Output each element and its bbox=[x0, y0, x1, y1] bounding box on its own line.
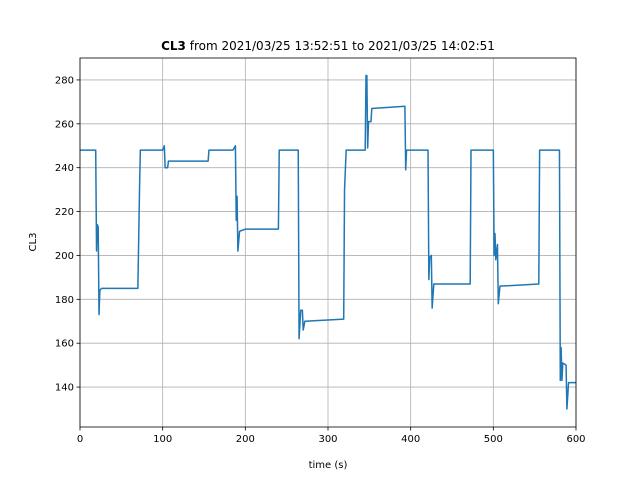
y-tick-label: 200 bbox=[55, 251, 74, 262]
x-tick-label: 200 bbox=[236, 434, 255, 445]
x-tick-label: 500 bbox=[484, 434, 503, 445]
y-tick-label: 240 bbox=[55, 163, 74, 174]
x-axis-label: time (s) bbox=[309, 460, 348, 471]
x-tick-label: 100 bbox=[153, 434, 172, 445]
x-tick-label: 600 bbox=[566, 434, 585, 445]
y-axis-label: CL3 bbox=[28, 233, 39, 252]
y-tick-label: 140 bbox=[55, 383, 74, 394]
chart-title: CL3 from 2021/03/25 13:52:51 to 2021/03/… bbox=[161, 39, 495, 53]
plot-frame bbox=[79, 57, 577, 428]
y-tick-label: 280 bbox=[55, 75, 74, 86]
x-tick-label: 0 bbox=[77, 434, 83, 445]
x-tick-label: 300 bbox=[318, 434, 337, 445]
x-tick-label: 400 bbox=[401, 434, 420, 445]
title-range: from 2021/03/25 13:52:51 to 2021/03/25 1… bbox=[190, 39, 495, 53]
data-line bbox=[80, 74, 576, 410]
y-tick-label: 160 bbox=[55, 339, 74, 350]
title-name: CL3 bbox=[161, 39, 186, 53]
y-tick-label: 220 bbox=[55, 207, 74, 218]
y-tick-label: 180 bbox=[55, 295, 74, 306]
y-tick-label: 260 bbox=[55, 119, 74, 130]
